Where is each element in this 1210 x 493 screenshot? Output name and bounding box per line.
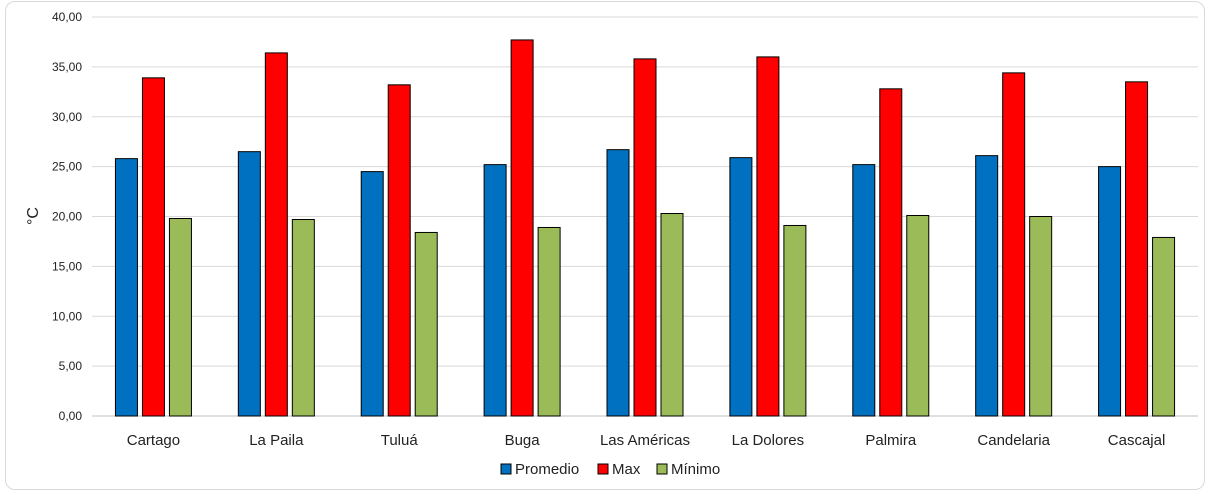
bar-minimo	[783, 224, 807, 417]
x-category-label: La Paila	[249, 432, 304, 449]
legend-swatch-minimo	[656, 463, 668, 475]
bar-max	[633, 58, 657, 417]
y-tick-label: 0,00	[59, 409, 83, 423]
bar-minimo	[906, 215, 930, 417]
bar-minimo	[168, 217, 192, 417]
y-tick-label: 20,00	[52, 210, 82, 224]
bar-max	[756, 56, 780, 417]
x-category-label: La Dolores	[732, 432, 805, 449]
bar-promedio	[606, 149, 630, 417]
bar-promedio	[975, 155, 999, 417]
bar-promedio	[114, 158, 138, 417]
bar-minimo	[1152, 236, 1176, 417]
y-tick-label: 40,00	[52, 10, 82, 24]
bars	[114, 39, 1176, 417]
bar-max	[141, 77, 165, 417]
x-category-label: Candelaria	[977, 432, 1050, 449]
bar-minimo	[291, 218, 315, 417]
bar-minimo	[537, 226, 561, 417]
legend-label-minimo: Mínimo	[671, 461, 720, 478]
y-tick-label: 10,00	[52, 309, 82, 323]
bar-promedio	[852, 164, 876, 417]
bar-promedio	[483, 164, 507, 417]
x-category-label: Cartago	[127, 432, 180, 449]
y-tick-label: 5,00	[59, 359, 83, 373]
bar-max	[510, 39, 534, 417]
x-axis-categories: Cartago La Paila Tuluá Buga Las Américas La D…	[127, 432, 1166, 449]
x-category-label: Las Américas	[600, 432, 690, 449]
bar-minimo	[660, 213, 684, 417]
x-category-label: Tuluá	[381, 432, 419, 449]
bar-promedio	[729, 157, 753, 417]
x-category-label: Buga	[505, 432, 541, 449]
bar-minimo	[1029, 216, 1053, 417]
bar-max	[1125, 81, 1149, 417]
bar-promedio	[237, 151, 261, 417]
y-tick-label: 30,00	[52, 110, 82, 124]
y-axis-ticks: 0,00 5,00 10,00 15,00 20,00 25,00 30,00 35,00 40…	[52, 10, 82, 423]
x-category-label: Palmira	[865, 432, 917, 449]
y-tick-label: 15,00	[52, 259, 82, 273]
bar-max	[1002, 72, 1026, 417]
y-axis-title: °C	[25, 207, 42, 225]
legend-label-max: Max	[612, 461, 641, 478]
y-tick-label: 25,00	[52, 160, 82, 174]
bar-promedio	[360, 171, 384, 417]
legend-swatch-promedio	[500, 463, 512, 475]
x-category-label: Cascajal	[1108, 432, 1166, 449]
legend-swatch-max	[597, 463, 609, 475]
bar-minimo	[414, 231, 438, 417]
legend-label-promedio: Promedio	[515, 461, 579, 478]
legend: Promedio Max Mínimo	[500, 461, 720, 478]
y-tick-label: 35,00	[52, 60, 82, 74]
bar-promedio	[1098, 166, 1122, 417]
bar-max	[387, 84, 411, 417]
bar-max	[879, 88, 903, 417]
bar-max	[264, 52, 288, 417]
